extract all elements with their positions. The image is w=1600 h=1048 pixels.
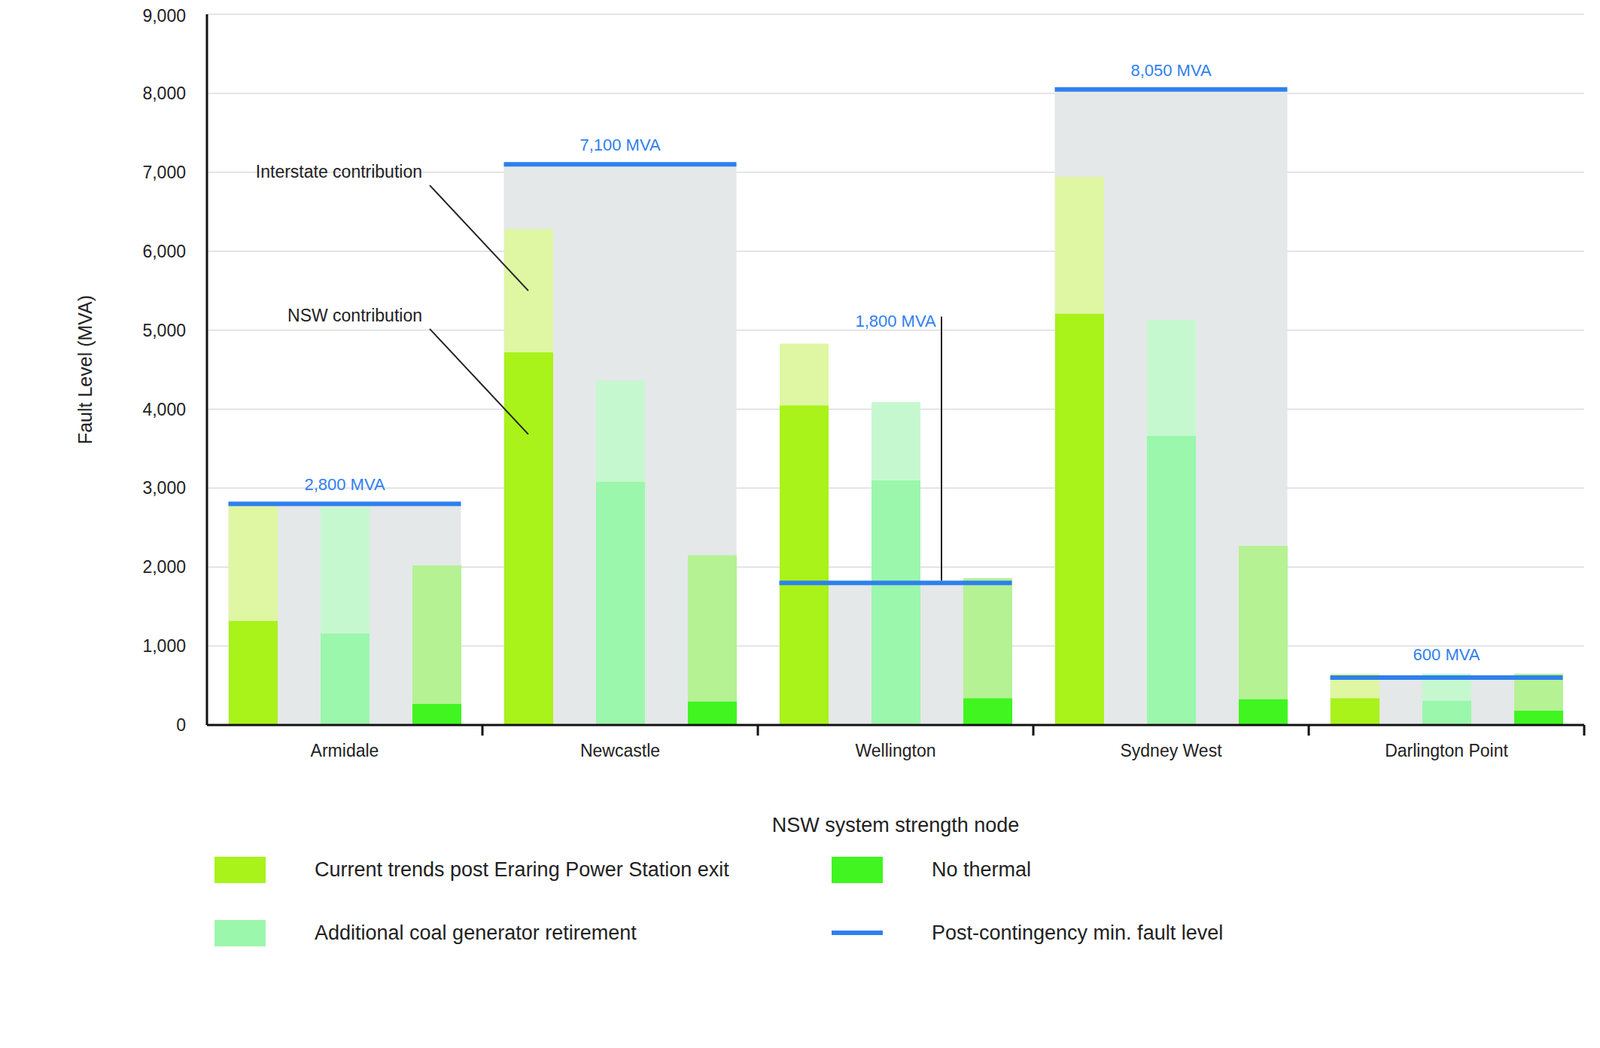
svg-text:Wellington: Wellington	[855, 740, 937, 761]
svg-text:4,000: 4,000	[142, 399, 186, 420]
svg-text:Interstate contribution: Interstate contribution	[255, 161, 423, 182]
svg-text:7,100 MVA: 7,100 MVA	[579, 135, 661, 155]
svg-text:1,000: 1,000	[142, 635, 186, 656]
svg-text:8,000: 8,000	[142, 83, 186, 104]
svg-text:5,000: 5,000	[142, 320, 186, 341]
svg-text:Sydney West: Sydney West	[1119, 740, 1223, 761]
html-text:Post-contingency min. fault le: Post-contingency min. fault level	[931, 920, 1224, 944]
svg-text:3,000: 3,000	[142, 477, 186, 498]
svg-text:1,800 MVA: 1,800 MVA	[854, 311, 937, 331]
svg-text:Armidale: Armidale	[310, 740, 380, 761]
svg-text:Darlington Point: Darlington Point	[1384, 740, 1509, 761]
svg-text:600 MVA: 600 MVA	[1413, 644, 1481, 664]
html-text:Additional coal generator reti: Additional coal generator retirement	[314, 920, 637, 944]
html-text:No thermal: No thermal	[931, 857, 1032, 881]
svg-text:NSW system strength node: NSW system strength node	[772, 813, 1020, 837]
svg-text:Newcastle: Newcastle	[580, 740, 661, 761]
svg-text:8,050 MVA: 8,050 MVA	[1130, 60, 1212, 80]
svg-text:7,000: 7,000	[142, 162, 186, 183]
svg-text:2,000: 2,000	[142, 556, 186, 577]
html-text:Current trends post Eraring Po: Current trends post Eraring Power Statio…	[314, 857, 730, 881]
svg-text:9,000: 9,000	[142, 6, 186, 26]
svg-text:6,000: 6,000	[142, 241, 186, 262]
html-text:Fault Level (MVA): Fault Level (MVA)	[74, 294, 96, 445]
svg-text:NSW contribution: NSW contribution	[287, 305, 423, 326]
svg-text:0: 0	[176, 714, 186, 735]
svg-text:2,800 MVA: 2,800 MVA	[304, 474, 386, 494]
